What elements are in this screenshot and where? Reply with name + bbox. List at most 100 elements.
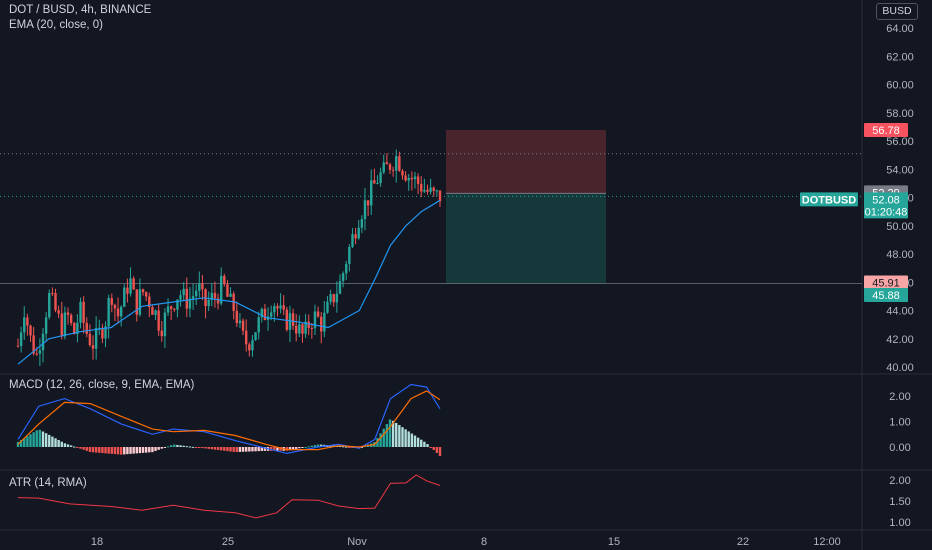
atr-title[interactable]: ATR (14, RMA) xyxy=(9,477,87,489)
price-tick-label: 64.00 xyxy=(886,23,914,35)
macd-histogram-bar xyxy=(435,447,439,453)
macd-histogram-bar xyxy=(398,425,401,447)
macd-histogram-bar xyxy=(213,447,217,450)
macd-histogram-bar xyxy=(57,439,60,447)
candle-body xyxy=(301,324,304,334)
macd-histogram-bar xyxy=(410,433,414,447)
macd-histogram-bar xyxy=(41,431,45,447)
macd-histogram-bar xyxy=(207,447,210,449)
time-tick-label: Nov xyxy=(347,536,367,548)
symbol-title[interactable]: DOT / BUSD, 4h, BINANCE xyxy=(9,4,152,16)
candle-body xyxy=(326,301,329,313)
candle-body xyxy=(173,308,176,310)
macd-histogram-bar xyxy=(285,447,289,451)
macd-histogram-bar xyxy=(116,447,120,455)
candle-body xyxy=(54,293,57,311)
macd-histogram-bar xyxy=(182,445,185,447)
candle-body xyxy=(420,184,423,192)
macd-histogram-bar xyxy=(307,446,310,448)
candle-body xyxy=(169,306,173,309)
macd-histogram-bar xyxy=(194,447,198,448)
macd-histogram-bar xyxy=(388,419,392,447)
target-low-tag xyxy=(864,287,908,302)
stop-loss-zone[interactable] xyxy=(446,129,606,194)
candle-body xyxy=(429,187,432,192)
candle-body xyxy=(176,299,179,310)
candle-body xyxy=(160,330,163,337)
macd-histogram-bar xyxy=(257,447,260,452)
macd-histogram-bar xyxy=(119,447,123,455)
candle-body xyxy=(360,219,364,228)
candle-body xyxy=(154,310,157,315)
take-profit-zone[interactable] xyxy=(446,193,606,284)
macd-histogram-bar xyxy=(138,447,142,454)
macd-histogram-bar xyxy=(416,437,420,447)
candle-body xyxy=(119,306,123,317)
candle-body xyxy=(69,314,73,324)
macd-histogram-bar xyxy=(69,445,73,447)
candle-body xyxy=(373,180,376,184)
candle-body xyxy=(244,330,248,345)
price-tick-label: 62.00 xyxy=(886,51,914,63)
macd-histogram-bar xyxy=(382,428,385,447)
atr-axis-labels: 2.00 1.50 1.00 xyxy=(889,475,910,529)
macd-line xyxy=(17,383,441,455)
macd-histogram-bar xyxy=(51,436,54,447)
candle-body xyxy=(304,321,307,334)
candle-body xyxy=(370,180,373,206)
macd-histogram-bar xyxy=(66,444,70,447)
currency-button[interactable]: BUSD xyxy=(876,3,918,20)
macd-histogram-bar xyxy=(38,429,42,447)
time-tick-label: 12:00 xyxy=(813,536,841,548)
macd-histogram-bar xyxy=(273,447,276,451)
candle-body xyxy=(391,169,395,171)
candle-body xyxy=(79,301,82,323)
candle-body xyxy=(310,327,314,329)
candle-body xyxy=(179,295,182,300)
macd-histogram-bar xyxy=(54,438,57,447)
macd-histogram-bar xyxy=(104,447,107,454)
ema-legend[interactable]: EMA (20, close, 0) xyxy=(9,19,103,31)
candle-body xyxy=(276,306,279,309)
candle-body xyxy=(29,325,32,336)
macd-title[interactable]: MACD (12, 26, close, 9, EMA, EMA) xyxy=(9,379,195,391)
candle-body xyxy=(366,200,370,206)
candle-body xyxy=(73,323,76,335)
macd-histogram-bar xyxy=(329,445,332,447)
candle-body xyxy=(348,246,351,264)
macd-histogram-bar xyxy=(429,447,432,448)
target-tag-label: 45.91 xyxy=(872,278,900,290)
candle-body xyxy=(216,298,220,304)
macd-histogram-bar xyxy=(129,447,132,454)
macd-histogram-bar xyxy=(320,444,323,447)
macd-histogram-bar xyxy=(88,447,92,452)
main-legend: DOT / BUSD, 4h, BINANCE EMA (20, close, … xyxy=(9,3,151,33)
macd-histogram-bar xyxy=(226,447,229,452)
macd-histogram-bar xyxy=(248,447,251,452)
candle-body xyxy=(191,296,195,299)
macd-histogram-bar xyxy=(191,446,195,448)
candle-body xyxy=(438,190,442,202)
atr-tick-label: 2.00 xyxy=(889,475,910,487)
macd-histogram-bar xyxy=(166,446,170,448)
macd-histogram-bar xyxy=(35,430,38,447)
candle-body xyxy=(395,156,398,171)
macd-signal-line xyxy=(17,390,441,451)
macd-histogram-bar xyxy=(19,439,23,447)
macd-histogram-bar xyxy=(238,447,242,452)
macd-histogram-bar xyxy=(391,420,395,447)
candle-body xyxy=(116,308,120,317)
macd-histogram-bar xyxy=(301,447,304,448)
macd-histogram-bar xyxy=(432,447,435,450)
macd-histogram-bar xyxy=(91,447,95,453)
candle-body xyxy=(141,289,145,293)
atr-tick-label: 1.50 xyxy=(889,496,910,508)
atr-legend: ATR (14, RMA) xyxy=(9,476,87,491)
price-tick-label: 54.00 xyxy=(886,164,914,176)
candle-body xyxy=(132,278,135,290)
price-tick-label: 60.00 xyxy=(886,80,914,92)
candle-body xyxy=(60,313,63,337)
candle-body xyxy=(295,325,298,334)
